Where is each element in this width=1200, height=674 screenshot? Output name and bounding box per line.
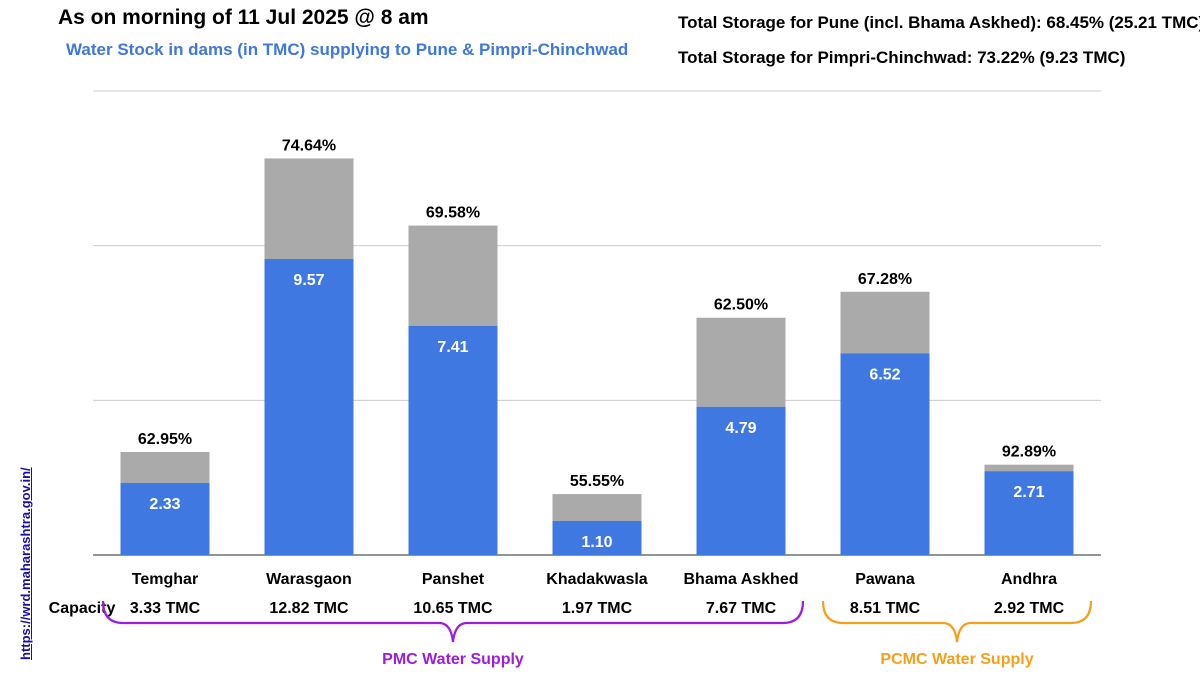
capacity-label: 12.82 TMC xyxy=(269,600,349,617)
bar-remaining-capacity xyxy=(840,291,930,354)
percent-label: 74.64% xyxy=(282,137,336,154)
bar-value-label: 9.57 xyxy=(293,272,324,289)
group-label: PMC Water Supply xyxy=(382,651,524,668)
capacity-label: 3.33 TMC xyxy=(130,600,201,617)
percent-label: 62.50% xyxy=(714,297,768,314)
category-label: Pawana xyxy=(855,571,915,588)
group-label: PCMC Water Supply xyxy=(880,651,1033,668)
category-label: Warasgaon xyxy=(266,571,352,588)
bar-remaining-capacity xyxy=(408,225,498,326)
chart-title: As on morning of 11 Jul 2025 @ 8 am xyxy=(58,6,429,29)
bar-value-label: 6.52 xyxy=(869,366,900,383)
percent-label: 92.89% xyxy=(1002,444,1056,461)
category-label: Bhama Askhed xyxy=(684,571,799,588)
bar-remaining-capacity xyxy=(552,494,642,521)
bar-live-storage xyxy=(696,406,786,555)
category-label: Andhra xyxy=(1001,571,1057,588)
bar-remaining-capacity xyxy=(696,317,786,407)
capacity-label: 2.92 TMC xyxy=(994,600,1065,617)
bar-live-storage xyxy=(840,353,930,555)
pcmc-storage-summary: Total Storage for Pimpri-Chinchwad: 73.2… xyxy=(678,48,1126,67)
pune-storage-summary: Total Storage for Pune (incl. Bhama Askh… xyxy=(678,13,1200,32)
bar-live-storage xyxy=(408,325,498,555)
bar-value-label: 2.33 xyxy=(149,496,180,513)
bar-live-storage xyxy=(984,471,1074,555)
capacity-label: 10.65 TMC xyxy=(413,600,493,617)
capacity-row-label: Capacity xyxy=(49,600,116,617)
percent-label: 62.95% xyxy=(138,431,192,448)
bar-live-storage xyxy=(264,258,354,555)
group-brace xyxy=(821,600,1093,643)
bar-live-storage xyxy=(120,482,210,555)
group-brace xyxy=(101,600,805,643)
capacity-label: 8.51 TMC xyxy=(850,600,921,617)
percent-label: 67.28% xyxy=(858,271,912,288)
bar-live-storage xyxy=(552,520,642,555)
bar-remaining-capacity xyxy=(120,451,210,483)
bar-value-label: 1.10 xyxy=(581,534,612,551)
bar-value-label: 2.71 xyxy=(1013,484,1044,501)
percent-label: 69.58% xyxy=(426,205,480,222)
bar-value-label: 4.79 xyxy=(725,420,756,437)
category-label: Khadakwasla xyxy=(546,571,647,588)
category-label: Panshet xyxy=(422,571,485,588)
bar-remaining-capacity xyxy=(984,464,1074,472)
capacity-label: 1.97 TMC xyxy=(562,600,633,617)
bar-value-label: 7.41 xyxy=(437,339,468,356)
percent-label: 55.55% xyxy=(570,473,624,490)
category-label: Temghar xyxy=(132,571,198,588)
chart-subtitle: Water Stock in dams (in TMC) supplying t… xyxy=(66,40,629,59)
capacity-label: 7.67 TMC xyxy=(706,600,777,617)
bar-remaining-capacity xyxy=(264,158,354,259)
